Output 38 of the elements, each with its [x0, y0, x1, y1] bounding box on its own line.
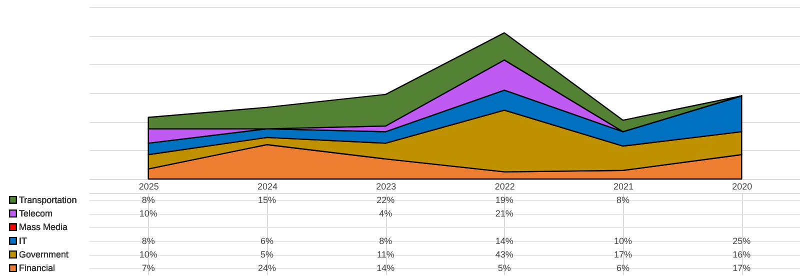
legend-label: Financial — [19, 263, 56, 274]
data-label: 17% — [732, 263, 751, 274]
data-label: 21% — [495, 208, 514, 218]
x-tick-label: 2023 — [376, 182, 396, 192]
data-label: 14% — [376, 263, 395, 274]
x-tick-label: 2021 — [613, 182, 634, 192]
data-label: 10% — [139, 208, 158, 218]
data-label: 8% — [616, 194, 630, 205]
data-label: 15% — [258, 194, 276, 205]
data-label: 8% — [142, 194, 155, 205]
data-label: 10% — [614, 236, 632, 246]
data-label: 16% — [732, 250, 751, 260]
x-tick-label: 2024 — [257, 182, 278, 192]
data-label: 6% — [260, 236, 274, 246]
data-label: 17% — [614, 250, 632, 260]
data-label: 24% — [258, 263, 276, 274]
x-tick-label: 2020 — [732, 182, 752, 192]
data-label: 14% — [495, 236, 514, 246]
data-label: 5% — [498, 263, 511, 274]
data-label: 6% — [616, 263, 630, 274]
x-tick-label: 2025 — [138, 182, 159, 192]
legend-label: Telecom — [19, 208, 53, 218]
data-label: 8% — [379, 236, 392, 246]
data-label: 25% — [732, 236, 751, 246]
x-tick-label: 2022 — [494, 182, 515, 192]
legend-label: Mass Media — [19, 222, 68, 232]
data-label: 22% — [376, 194, 395, 205]
data-label: 7% — [142, 263, 155, 274]
data-label: 5% — [260, 250, 274, 260]
data-label: 43% — [495, 250, 514, 260]
data-label: 19% — [495, 194, 514, 205]
data-label: 4% — [379, 208, 392, 218]
data-label: 11% — [376, 250, 394, 260]
legend-label: IT — [19, 236, 28, 246]
data-label: 10% — [139, 250, 158, 260]
legend-label: Government — [19, 250, 70, 260]
legend-label: Transportation — [19, 194, 77, 205]
data-label: 8% — [142, 236, 155, 246]
